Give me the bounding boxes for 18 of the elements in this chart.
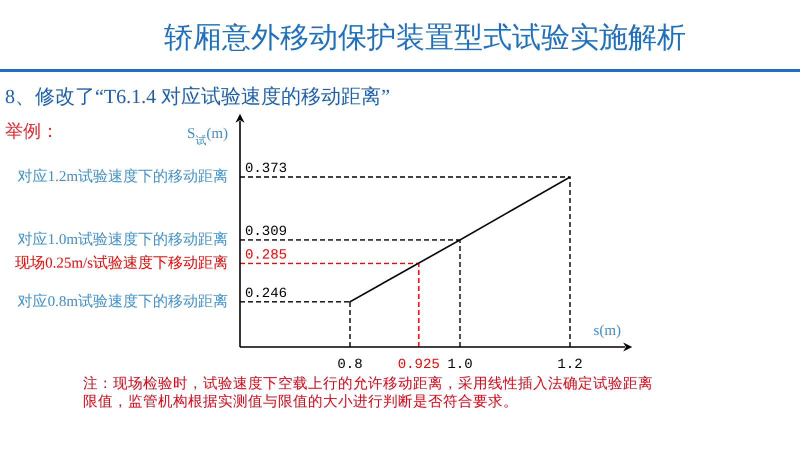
text: 注：现场检验时，试验速度下空载上行的允许移动距离，采用线性插入法确定试验距离限值，监管机构根据实测值与限值的大小进行判断是否符合要求。 (83, 375, 653, 411)
x-tick-label: 0.925 (398, 357, 440, 373)
chart-title: 轿厢意外移动保护装置型式试验实施解析 (163, 21, 687, 56)
ref-line-label: 对应1.2m试验速度下的移动距离 (18, 168, 228, 186)
chart-subtitle: 8、修改了“T6.1.4 对应试验速度的移动距离” (5, 85, 390, 110)
y-axis-title: S$_{试}$(m) (186, 126, 228, 147)
y-tick-label: 0.246 (245, 286, 288, 302)
x-tick-label: 1.0 (447, 357, 473, 373)
x-tick-label: 0.8 (337, 357, 363, 373)
ref-line-label: 对应0.8m试验速度下的移动距离 (18, 292, 228, 310)
x-tick-label: 1.2 (557, 357, 583, 373)
y-tick-label: 0.309 (245, 224, 288, 240)
x-axis-title: s(m) (594, 323, 621, 339)
y-tick-label: 0.373 (245, 161, 288, 178)
ref-line-label: 现场0.25m/s试验速度下移动距离 (15, 254, 228, 272)
text: 举例： (5, 120, 59, 142)
ref-line-label: 对应1.0m试验速度下的移动距离 (18, 230, 228, 248)
y-tick-label: 0.285 (245, 247, 288, 264)
